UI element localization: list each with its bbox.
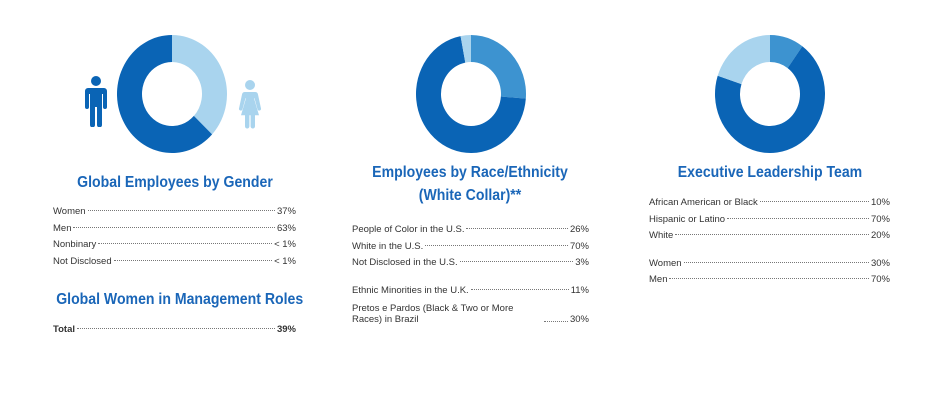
male-figure-icon: [85, 76, 107, 127]
table-row: White 20%: [649, 230, 890, 241]
table-row: White in the U.S. 70%: [352, 240, 589, 252]
race-title-line2: (White Collar)**: [418, 187, 522, 204]
donut-slice-african-american-or-black: [770, 35, 803, 69]
exec-donut: [715, 35, 825, 153]
donut-slice-men: [117, 35, 213, 153]
table-row: Pretos e Pardos (Black & Two or More Rac…: [352, 303, 589, 325]
table-row: Men 70%: [649, 274, 890, 285]
table-row: Not Disclosed in the U.S. 3%: [352, 257, 589, 268]
mgmt-title: Global Women in Management Roles: [56, 291, 304, 308]
gender-rows: Women 37% Men 63% Nonbinary < 1% Not Disclo…: [53, 206, 296, 272]
gender-title: Global Employees by Gender: [77, 174, 273, 191]
female-figure-icon: [238, 80, 262, 129]
donut-slice-women: [172, 35, 227, 135]
donut-slice-white-in-the-u-s: [416, 36, 526, 153]
donut-slice-white: [717, 35, 770, 85]
donut-slice-hispanic-or-latino: [715, 46, 825, 153]
exec-title: Executive Leadership Team: [677, 164, 863, 181]
table-row: African American or Black 10%: [649, 197, 890, 208]
table-row: Nonbinary < 1%: [53, 239, 296, 250]
table-row: Hispanic or Latino 70%: [649, 213, 890, 225]
donut-slice-not-disclosed-in-the-u-s: [460, 35, 471, 63]
table-row: Total 39%: [53, 324, 296, 335]
exec-rows: African American or Black 10% Hispanic or…: [649, 197, 890, 291]
table-row: Ethnic Minorities in the U.K. 11%: [352, 284, 589, 296]
table-row: Men 63%: [53, 222, 296, 234]
table-row: People of Color in the U.S. 26%: [352, 224, 589, 235]
race-donut: [416, 35, 526, 153]
race-title-line1: Employees by Race/Ethnicity: [372, 164, 568, 181]
table-row: Women 37%: [53, 206, 296, 217]
table-row: Not Disclosed < 1%: [53, 255, 296, 267]
gender-donut: [117, 35, 227, 153]
donut-slice-people-of-color-in-the-u-s: [471, 35, 526, 99]
mgmt-rows: Total 39%: [53, 324, 296, 341]
race-rows: People of Color in the U.S. 26% White in …: [352, 224, 589, 328]
table-row: Women 30%: [649, 257, 890, 269]
